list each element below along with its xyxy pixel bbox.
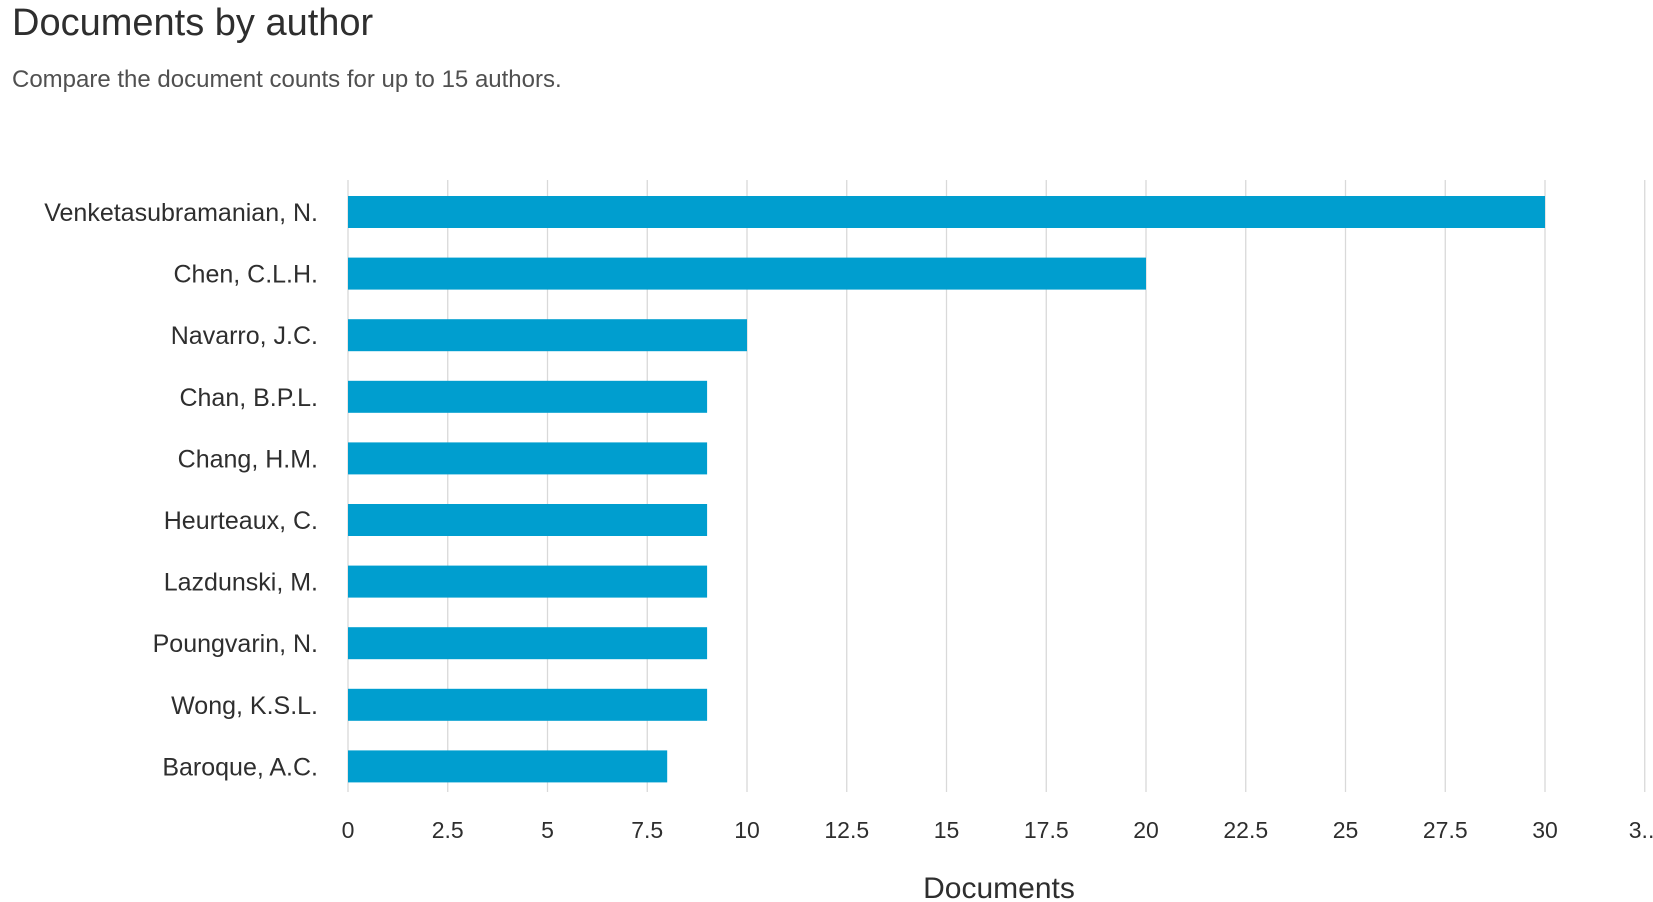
- category-label: Chang, H.M.: [178, 445, 318, 473]
- bar[interactable]: [348, 750, 668, 783]
- bar[interactable]: [348, 196, 1545, 228]
- x-tick-labels: 0 2.5 5 7.5 10 12.5 15 17.5 20 22.5 25 27.5 30 3...: [342, 817, 1653, 843]
- category-label: Poungvarin, N.: [153, 630, 318, 658]
- page-title: Documents by author: [12, 2, 374, 44]
- bar[interactable]: [348, 380, 708, 413]
- category-label: Chen, C.L.H.: [173, 261, 318, 289]
- x-tick-label: 20: [1133, 817, 1159, 843]
- x-tick-label: 22.5: [1223, 817, 1268, 843]
- bar[interactable]: [348, 504, 708, 536]
- category-label: Navarro, J.C.: [171, 322, 318, 350]
- page-subtitle: Compare the document counts for up to 15…: [12, 66, 562, 93]
- bar[interactable]: [348, 565, 708, 598]
- bar[interactable]: [348, 257, 1146, 290]
- category-label: Heurteaux, C.: [164, 507, 318, 535]
- category-label: Chan, B.P.L.: [179, 384, 318, 412]
- x-tick-label: 27.5: [1423, 817, 1468, 843]
- category-labels: Venketasubramanian, N. Chen, C.L.H. Navarr…: [44, 199, 318, 781]
- bar[interactable]: [348, 319, 747, 352]
- x-tick-label: 17.5: [1024, 817, 1069, 843]
- x-tick-label: 0: [342, 817, 355, 843]
- x-tick-label: 3...: [1629, 817, 1653, 843]
- x-tick-label: 12.5: [824, 817, 869, 843]
- x-tick-label: 5: [541, 817, 554, 843]
- bar[interactable]: [348, 627, 708, 660]
- x-tick-label: 30: [1532, 817, 1558, 843]
- x-tick-label: 7.5: [631, 817, 663, 843]
- category-label: Baroque, A.C.: [162, 753, 318, 781]
- x-tick-label: 10: [734, 817, 760, 843]
- x-axis-title: Documents: [923, 872, 1075, 902]
- category-label: Venketasubramanian, N.: [44, 199, 318, 227]
- category-label: Wong, K.S.L.: [171, 692, 318, 720]
- bar[interactable]: [348, 442, 708, 475]
- bars: [348, 196, 1545, 783]
- x-tick-label: 15: [934, 817, 960, 843]
- x-tick-label: 2.5: [432, 817, 464, 843]
- category-label: Lazdunski, M.: [164, 569, 318, 597]
- bar[interactable]: [348, 688, 708, 721]
- x-tick-label: 25: [1333, 817, 1359, 843]
